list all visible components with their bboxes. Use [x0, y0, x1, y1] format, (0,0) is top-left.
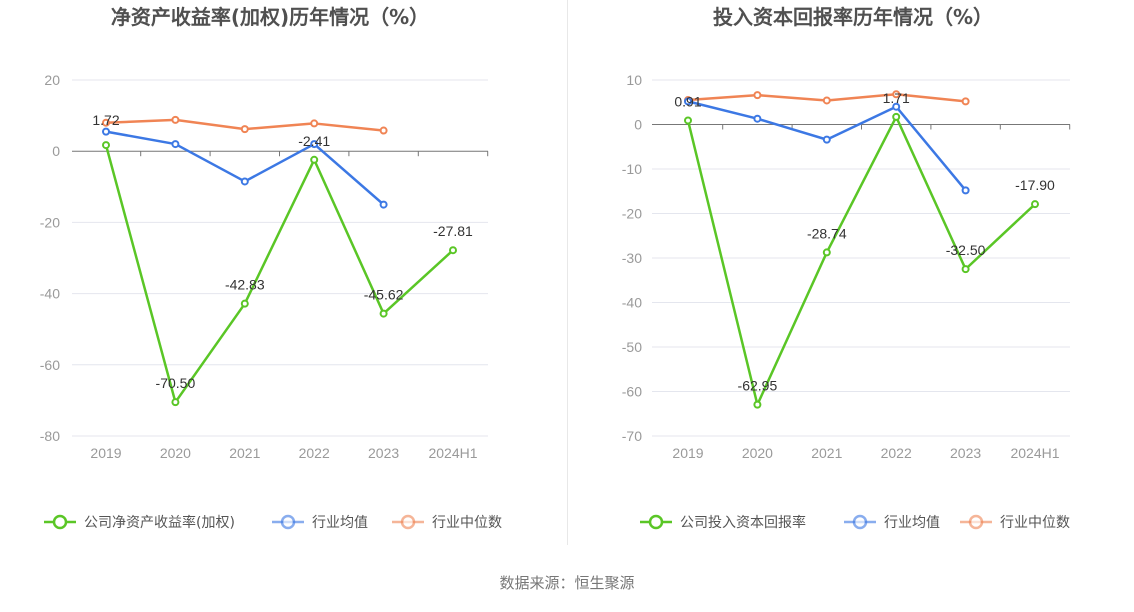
legend-circle-icon — [52, 514, 68, 530]
data-point-industry_median — [961, 97, 970, 106]
data-point-industry_avg — [310, 140, 319, 149]
data-label: -2.41 — [298, 133, 330, 149]
x-tick-label: 2023 — [950, 445, 981, 461]
data-label: -70.50 — [156, 375, 196, 391]
y-tick-label: 20 — [44, 72, 60, 88]
data-point-industry_median — [822, 96, 831, 105]
data-label: -32.50 — [946, 242, 986, 258]
legend-circle-icon — [280, 514, 296, 530]
y-tick-label: 0 — [634, 117, 642, 133]
data-point-company — [892, 112, 901, 121]
roic-chart-panel: 投入资本回报率历年情况（%） 10 0 -10 -20 -30 -40 -50 -60 -70 20… — [567, 0, 1134, 545]
y-tick-label: -20 — [622, 206, 642, 222]
data-point-industry_median — [892, 90, 901, 99]
x-tick-label: 2020 — [742, 445, 773, 461]
x-tick-label: 2019 — [672, 445, 703, 461]
data-point-company — [753, 400, 762, 409]
chart-title: 净资产收益率(加权)历年情况（%） — [111, 5, 429, 29]
data-point-company — [379, 309, 388, 318]
legend-item-industry_avg[interactable]: 行业均值 — [844, 514, 940, 531]
legend-item-industry_avg[interactable]: 行业均值 — [272, 514, 368, 531]
legend-item-industry_median[interactable]: 行业中位数 — [392, 514, 502, 531]
roic-chart: 投入资本回报率历年情况（%） 10 0 -10 -20 -30 -40 -50 -60 -70 20… — [622, 5, 1071, 531]
data-point-company — [684, 116, 692, 125]
data-point-industry_avg — [379, 200, 388, 209]
x-tick-label: 2024H1 — [428, 445, 477, 461]
x-tick-label: 2023 — [368, 445, 399, 461]
legend-label: 行业均值 — [312, 515, 368, 531]
x-tick-label: 2019 — [90, 445, 121, 461]
chart-title: 投入资本回报率历年情况（%） — [713, 5, 993, 29]
legend-circle-icon — [400, 514, 416, 530]
panel-divider — [567, 0, 568, 545]
legend-label: 公司净资产收益率(加权) — [84, 514, 235, 531]
y-tick-label: -40 — [40, 286, 60, 302]
y-tick-label: -80 — [40, 428, 60, 444]
data-label: -45.62 — [364, 287, 404, 303]
data-point-company — [240, 299, 249, 308]
data-point-company — [961, 265, 970, 274]
legend-label: 行业均值 — [884, 515, 940, 531]
legend-label: 行业中位数 — [1000, 515, 1070, 531]
data-label: 0.91 — [674, 93, 701, 109]
x-tick-label: 2022 — [299, 445, 330, 461]
legend-item-company[interactable]: 公司净资产收益率(加权) — [44, 514, 235, 531]
x-tick-label: 2021 — [229, 445, 260, 461]
data-point-industry_avg — [684, 97, 692, 106]
legend-label: 公司投入资本回报率 — [680, 514, 806, 531]
legend-circle-icon — [852, 514, 868, 530]
data-point-industry_median — [102, 118, 110, 127]
data-point-industry_avg — [822, 135, 831, 144]
y-tick-label: -60 — [622, 384, 642, 400]
data-point-company — [1031, 200, 1039, 209]
y-tick-label: -40 — [622, 295, 642, 311]
x-tick-label: 2021 — [811, 445, 842, 461]
legend-label: 行业中位数 — [432, 515, 502, 531]
x-tick-label: 2022 — [881, 445, 912, 461]
y-tick-label: -60 — [40, 357, 60, 373]
data-point-company — [449, 246, 457, 255]
data-point-industry_avg — [753, 114, 762, 123]
y-tick-label: -10 — [622, 161, 642, 177]
y-tick-label: 0 — [52, 143, 60, 159]
data-label: 1.71 — [883, 90, 910, 106]
y-tick-label: -30 — [622, 250, 642, 266]
data-point-industry_avg — [171, 140, 180, 149]
y-tick-label: -20 — [40, 214, 60, 230]
legend-item-company[interactable]: 公司投入资本回报率 — [640, 514, 806, 531]
legend-item-industry_median[interactable]: 行业中位数 — [960, 514, 1070, 531]
legend-circle-icon — [648, 514, 664, 530]
data-point-industry_median — [240, 125, 249, 134]
x-tick-label: 2024H1 — [1010, 445, 1059, 461]
data-point-industry_median — [310, 119, 319, 128]
data-point-company — [822, 248, 831, 257]
data-point-industry_median — [753, 91, 762, 100]
y-tick-label: -70 — [622, 428, 642, 444]
data-point-company — [171, 398, 180, 407]
data-point-industry_avg — [961, 186, 970, 195]
data-point-industry_avg — [102, 127, 110, 136]
data-label: -62.95 — [738, 378, 778, 394]
y-tick-label: -50 — [622, 339, 642, 355]
data-point-industry_median — [379, 126, 388, 135]
data-point-industry_median — [171, 115, 180, 124]
series-line-company — [104, 144, 454, 404]
series-line-industry_avg — [105, 130, 385, 206]
data-point-industry_avg — [892, 102, 901, 111]
x-tick-label: 2020 — [160, 445, 191, 461]
data-label: 1.72 — [92, 112, 119, 128]
data-source-note: 数据来源：恒生聚源 — [499, 574, 635, 592]
data-point-industry_avg — [240, 177, 249, 186]
data-label: -27.81 — [433, 223, 473, 239]
data-label: -28.74 — [807, 225, 847, 241]
series-line-company — [686, 115, 1036, 406]
y-tick-label: 10 — [626, 72, 642, 88]
data-label: -42.83 — [225, 277, 265, 293]
roe-chart-panel: 净资产收益率(加权)历年情况（%） 20 0 -20 -40 -60 -80 2019 2020… — [0, 0, 567, 545]
legend-circle-icon — [968, 514, 984, 530]
data-point-company — [310, 155, 319, 164]
data-label: -17.90 — [1015, 177, 1055, 193]
data-point-company — [102, 141, 110, 150]
roe-chart: 净资产收益率(加权)历年情况（%） 20 0 -20 -40 -60 -80 2019 2020… — [40, 5, 502, 531]
